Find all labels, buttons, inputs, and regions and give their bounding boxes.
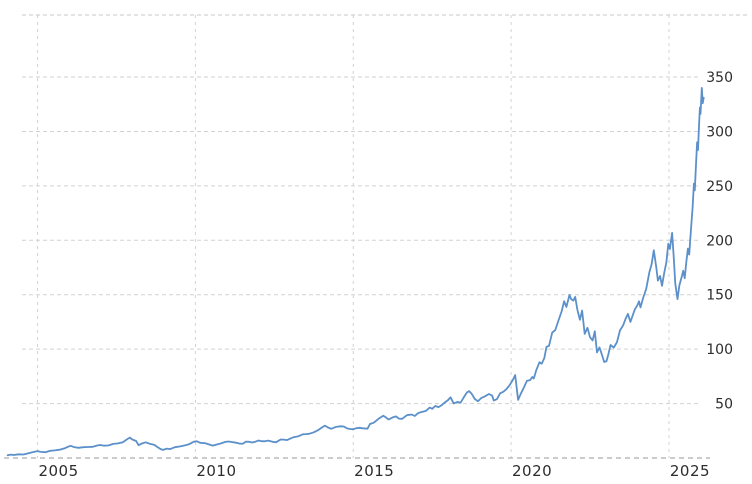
series-line-stock-price [6, 87, 705, 457]
y-axis-label-100: 100 [706, 342, 733, 358]
y-axis-label-250: 250 [706, 179, 733, 195]
x-axis-label-2025: 2025 [670, 462, 710, 480]
x-axis-label-2005: 2005 [38, 462, 78, 480]
x-axis-label-2010: 2010 [196, 462, 236, 480]
y-axis-label-150: 150 [706, 288, 733, 304]
y-axis-label-200: 200 [706, 233, 733, 249]
y-axis-label-300: 300 [706, 124, 733, 140]
x-axis-label-2015: 2015 [354, 462, 394, 480]
x-axis-label-2020: 2020 [512, 462, 552, 480]
y-axis-label-350: 350 [706, 70, 733, 86]
y-axis-label-50: 50 [715, 397, 733, 413]
